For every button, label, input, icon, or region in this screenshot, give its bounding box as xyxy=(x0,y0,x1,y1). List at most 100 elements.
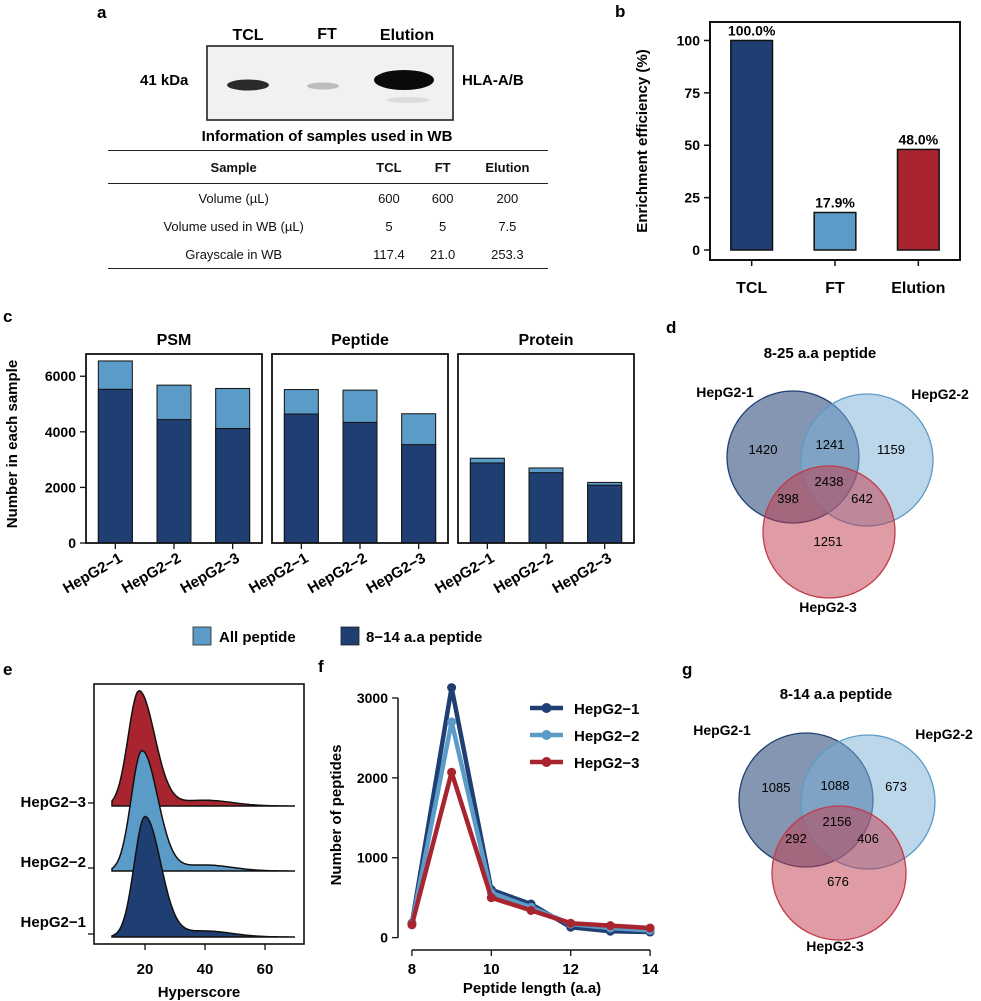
table-cell: 21.0 xyxy=(418,240,467,269)
venn-d-all: 2438 xyxy=(815,474,844,489)
bar xyxy=(730,39,774,251)
ytick-label: 50 xyxy=(684,137,700,153)
data-point xyxy=(566,918,576,928)
facet-title: Protein xyxy=(518,332,573,349)
xtick-label: Elution xyxy=(891,280,945,297)
venn-g-set-2: HepG2-2 xyxy=(915,726,973,742)
bar-8-14-peptide xyxy=(587,484,623,544)
density-area xyxy=(111,749,295,872)
facet-frame xyxy=(457,353,635,544)
ytick-label: 100 xyxy=(677,32,701,48)
table-cell: Volume (µL) xyxy=(198,190,269,206)
ytick-label: 0 xyxy=(692,242,700,258)
xtick-label: 12 xyxy=(562,961,579,978)
venn-g-only2: 673 xyxy=(885,779,907,794)
venn-d-only3: 1251 xyxy=(814,534,843,549)
ytick-label: 6000 xyxy=(45,368,76,384)
xtick-label: HepG2−1 xyxy=(432,550,497,597)
data-label: 17.9% xyxy=(815,194,855,210)
xtick-label: FT xyxy=(825,280,845,297)
chart-e-xlabel: Hyperscore xyxy=(158,984,241,1001)
xtick-label: HepG2−1 xyxy=(60,550,125,597)
bar-8-14-peptide xyxy=(342,421,378,544)
venn-d: 8-25 a.a peptide HepG2-1 HepG2-2 HepG2-3… xyxy=(696,345,969,615)
panel-letter-g: g xyxy=(682,660,692,679)
chart-c-legend: All peptide 8−14 a.a peptide xyxy=(192,626,482,646)
data-point xyxy=(526,905,536,915)
xtick-label: 8 xyxy=(408,961,416,978)
chart-e: Hyperscore HepG2−1 HepG2−2 HepG2−3 20 40 60 xyxy=(21,683,305,1001)
data-point xyxy=(645,923,655,933)
table-row: Volume used in WB (µL) 5 5 7.5 xyxy=(108,212,548,240)
band-ft xyxy=(307,82,339,90)
table-row: Volume (µL) 600 600 200 xyxy=(108,184,548,213)
table-cell: 253.3 xyxy=(466,240,548,269)
venn-g-s12: 1088 xyxy=(821,778,850,793)
legend-marker xyxy=(541,703,552,713)
table-cell: 200 xyxy=(496,190,519,206)
facet-title: PSM xyxy=(157,332,192,349)
table-header: FT xyxy=(418,150,467,184)
data-label: 100.0% xyxy=(728,22,776,38)
chart-c: Number in each sample 0 2000 4000 6000 PSM He… xyxy=(4,332,635,597)
venn-d-only1: 1420 xyxy=(749,442,778,457)
table-cell: Grayscale in WB xyxy=(108,240,360,269)
xtick-label: HepG2−3 xyxy=(177,550,242,597)
bar-8-14-peptide xyxy=(469,462,505,544)
xtick-label: HepG2−3 xyxy=(363,550,428,597)
table-header: Elution xyxy=(466,150,548,184)
series-line xyxy=(409,685,651,935)
ytick-label: 25 xyxy=(684,190,700,206)
venn-d-s12: 1241 xyxy=(816,437,845,452)
table-cell: 5 xyxy=(439,218,447,234)
data-point xyxy=(447,683,457,693)
chart-f-xlabel: Peptide length (a.a) xyxy=(463,980,601,997)
bar-8-14-peptide xyxy=(283,413,319,544)
panel-letter-a: a xyxy=(97,3,107,22)
xtick-label: 20 xyxy=(137,961,154,978)
chart-f-ylabel: Number of peptides xyxy=(328,745,345,886)
xtick-label: HepG2−2 xyxy=(305,550,370,597)
legend-label-all: All peptide xyxy=(219,629,296,646)
venn-d-set-2: HepG2-2 xyxy=(911,386,969,402)
density-area xyxy=(111,689,295,807)
data-point xyxy=(447,767,457,777)
venn-d-circle-3 xyxy=(762,465,896,599)
xtick-label: HepG2−1 xyxy=(246,550,311,597)
data-point xyxy=(407,920,417,930)
density-area xyxy=(111,815,295,938)
venn-g-all: 2156 xyxy=(823,814,852,829)
wb-lane-tcl: TCL xyxy=(232,27,263,44)
band-tcl xyxy=(227,79,269,91)
venn-g-circle-3 xyxy=(771,805,907,941)
legend-marker xyxy=(541,730,552,740)
facet-frame xyxy=(271,353,449,544)
band-elution-faint xyxy=(386,97,430,103)
table-cell: 117.4 xyxy=(359,240,419,269)
venn-g-title: 8-14 a.a peptide xyxy=(780,686,893,703)
bar-8-14-peptide xyxy=(215,427,251,544)
panel-letter-f: f xyxy=(318,657,324,676)
bar xyxy=(896,148,940,251)
table-cell: 600 xyxy=(378,190,400,206)
panel-letter-c: c xyxy=(3,307,12,326)
ytick-label: 3000 xyxy=(357,690,388,706)
wb-mw-label: 41 kDa xyxy=(140,72,189,89)
ytick-label: 2000 xyxy=(45,479,76,495)
chart-e-frame xyxy=(93,683,305,945)
series-label: HepG2−1 xyxy=(21,914,86,931)
bar-8-14-peptide xyxy=(528,472,564,544)
chart-b: Enrichment efficiency (%) 0 25 50 75 100 100.… xyxy=(634,21,961,297)
bar-8-14-peptide xyxy=(156,419,192,544)
xtick-label: 14 xyxy=(642,961,659,978)
table-cell: 600 xyxy=(431,190,454,206)
table-header: Sample xyxy=(108,150,360,184)
facet-title: Peptide xyxy=(331,332,389,349)
venn-g-only1: 1085 xyxy=(762,780,791,795)
venn-d-s23: 642 xyxy=(851,491,873,506)
xtick-label: 40 xyxy=(197,961,214,978)
venn-g-set-1: HepG2-1 xyxy=(693,722,751,738)
legend-label: HepG2−1 xyxy=(574,701,639,718)
wb-lane-ft: FT xyxy=(317,26,337,43)
